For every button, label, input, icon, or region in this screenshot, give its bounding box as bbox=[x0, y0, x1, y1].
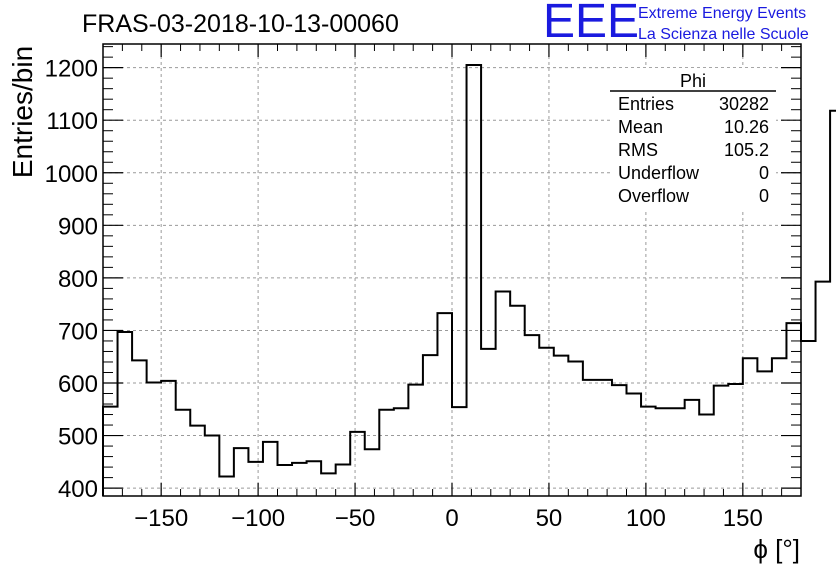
stats-row-label: Entries bbox=[618, 94, 674, 114]
stats-row-label: RMS bbox=[618, 140, 658, 160]
y-tick-label: 600 bbox=[58, 371, 98, 398]
y-tick-label: 1100 bbox=[46, 108, 98, 135]
x-tick-label: −50 bbox=[335, 505, 376, 532]
x-tick-label: −100 bbox=[231, 505, 285, 532]
axes: −150 −100 −50 0 50 100 150 400 500 600 700 800 900 10… bbox=[45, 43, 802, 532]
stats-row-value: 10.26 bbox=[724, 117, 769, 137]
chart-title: FRAS-03-2018-10-13-00060 bbox=[82, 10, 399, 38]
histogram-series bbox=[102, 64, 836, 496]
y-tick-label: 500 bbox=[58, 424, 98, 451]
x-tick-label: 150 bbox=[723, 505, 763, 532]
y-tick-label: 1200 bbox=[45, 56, 98, 83]
logo-line-1: Extreme Energy Events bbox=[638, 5, 807, 22]
x-tick-label: 100 bbox=[626, 505, 666, 532]
x-tick-label: −150 bbox=[134, 505, 188, 532]
x-axis-label: ϕ [°] bbox=[753, 534, 800, 564]
x-tick-label: 0 bbox=[445, 505, 458, 532]
stats-box: Phi Entries 30282 Mean 10.26 RMS 105.2 Underflo… bbox=[610, 68, 776, 210]
y-tick-label: 800 bbox=[58, 266, 98, 293]
stats-row-value: 0 bbox=[759, 163, 769, 183]
y-tick-label: 400 bbox=[58, 476, 98, 503]
y-tick-label: 900 bbox=[58, 213, 98, 240]
x-tick-label: 50 bbox=[536, 505, 563, 532]
stats-row-label: Underflow bbox=[618, 163, 700, 183]
stats-row-label: Overflow bbox=[618, 186, 690, 206]
stats-row-label: Mean bbox=[618, 117, 663, 137]
stats-row-value: 0 bbox=[759, 186, 769, 206]
y-tick-label: 1000 bbox=[45, 161, 98, 188]
eee-logo: EEE bbox=[543, 0, 640, 48]
stats-box-title: Phi bbox=[680, 71, 706, 91]
stats-row-value: 105.2 bbox=[724, 140, 769, 160]
y-axis-label: Entries/bin bbox=[7, 46, 38, 178]
y-tick-label: 700 bbox=[58, 318, 98, 345]
stats-row-value: 30282 bbox=[719, 94, 769, 114]
logo-line-2: La Scienza nelle Scuole bbox=[638, 26, 809, 43]
histogram-outline bbox=[102, 64, 836, 496]
